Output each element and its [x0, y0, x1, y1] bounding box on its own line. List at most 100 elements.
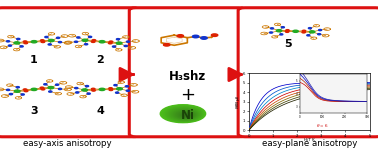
Circle shape: [167, 107, 201, 121]
Text: 1: 1: [30, 55, 38, 65]
Circle shape: [185, 114, 189, 116]
FancyBboxPatch shape: [0, 8, 139, 137]
Circle shape: [271, 28, 274, 29]
Circle shape: [166, 107, 202, 121]
Circle shape: [127, 41, 130, 42]
Circle shape: [48, 44, 51, 45]
Circle shape: [114, 84, 117, 86]
Circle shape: [99, 88, 105, 91]
Circle shape: [82, 39, 88, 41]
X-axis label: H/T K: H/T K: [304, 138, 314, 142]
Circle shape: [56, 84, 59, 85]
Circle shape: [17, 38, 20, 40]
Circle shape: [126, 90, 129, 91]
Text: Ni: Ni: [180, 109, 195, 122]
Circle shape: [164, 106, 203, 122]
Circle shape: [20, 46, 23, 47]
Circle shape: [31, 41, 37, 43]
Circle shape: [175, 111, 196, 119]
Circle shape: [75, 87, 78, 89]
Circle shape: [280, 34, 283, 35]
Circle shape: [23, 41, 27, 42]
Text: 4: 4: [96, 106, 104, 116]
Circle shape: [92, 90, 95, 91]
Circle shape: [92, 40, 96, 41]
Circle shape: [77, 37, 80, 38]
Circle shape: [48, 39, 54, 42]
Circle shape: [160, 105, 206, 123]
Circle shape: [293, 30, 298, 32]
Circle shape: [302, 30, 306, 32]
Circle shape: [85, 44, 88, 45]
Circle shape: [163, 106, 204, 122]
Circle shape: [31, 88, 37, 91]
Circle shape: [170, 108, 199, 120]
Circle shape: [178, 112, 194, 118]
Circle shape: [308, 28, 311, 29]
Circle shape: [41, 89, 45, 90]
Circle shape: [286, 30, 289, 31]
Circle shape: [211, 34, 218, 36]
Circle shape: [124, 45, 127, 47]
Circle shape: [45, 36, 48, 38]
Circle shape: [9, 93, 12, 95]
FancyBboxPatch shape: [238, 8, 378, 137]
Circle shape: [99, 41, 105, 43]
Circle shape: [125, 86, 129, 87]
FancyBboxPatch shape: [129, 8, 246, 137]
Circle shape: [174, 110, 197, 119]
Circle shape: [24, 90, 28, 92]
Text: 3: 3: [30, 106, 38, 116]
Circle shape: [59, 88, 62, 90]
Circle shape: [310, 31, 315, 33]
Circle shape: [116, 42, 122, 44]
Circle shape: [44, 84, 47, 85]
Circle shape: [319, 30, 322, 31]
Circle shape: [24, 42, 28, 44]
Circle shape: [183, 114, 190, 117]
Circle shape: [74, 41, 77, 42]
Circle shape: [41, 41, 45, 43]
Circle shape: [40, 87, 44, 89]
Y-axis label: $M/N\mu_B$: $M/N\mu_B$: [234, 94, 242, 109]
Circle shape: [14, 90, 20, 92]
Circle shape: [201, 37, 207, 39]
Circle shape: [192, 35, 199, 38]
Circle shape: [177, 35, 183, 37]
Circle shape: [16, 87, 19, 88]
Circle shape: [169, 108, 200, 121]
Circle shape: [318, 34, 321, 35]
Circle shape: [109, 88, 112, 89]
Circle shape: [162, 105, 205, 122]
Circle shape: [179, 112, 193, 118]
Circle shape: [14, 42, 20, 44]
Text: H₃shz: H₃shz: [169, 70, 206, 83]
Circle shape: [109, 41, 113, 42]
Circle shape: [116, 39, 119, 40]
Circle shape: [285, 31, 289, 32]
Circle shape: [171, 109, 198, 120]
Circle shape: [85, 86, 88, 87]
Circle shape: [270, 32, 273, 33]
Text: 2: 2: [96, 55, 104, 65]
Circle shape: [163, 44, 170, 46]
Circle shape: [302, 32, 305, 33]
Circle shape: [186, 115, 188, 116]
Circle shape: [109, 89, 113, 91]
Circle shape: [113, 46, 116, 47]
Circle shape: [307, 35, 310, 36]
Circle shape: [76, 92, 79, 93]
Circle shape: [48, 86, 54, 89]
Circle shape: [21, 94, 24, 95]
Circle shape: [59, 42, 62, 43]
Circle shape: [91, 88, 95, 90]
Text: 5: 5: [284, 39, 292, 49]
Circle shape: [181, 113, 192, 117]
Circle shape: [281, 27, 284, 28]
Circle shape: [82, 89, 88, 91]
Circle shape: [6, 89, 9, 90]
Text: easy-axis anisotropy: easy-axis anisotropy: [23, 139, 112, 148]
Circle shape: [87, 93, 90, 94]
Text: $\theta$ = 6: $\theta$ = 6: [316, 122, 329, 129]
Circle shape: [8, 45, 12, 46]
